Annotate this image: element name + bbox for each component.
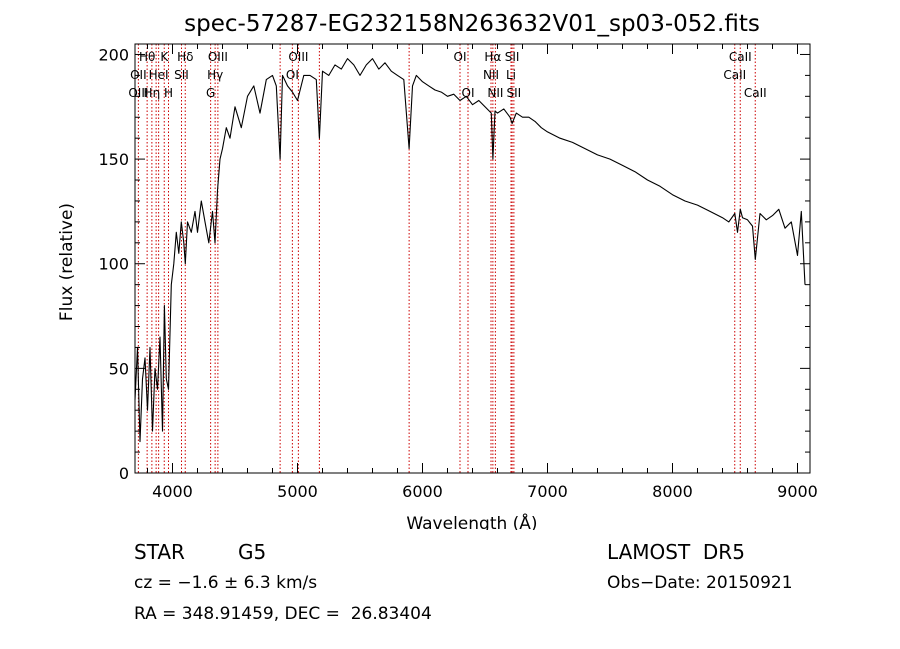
marker-label: H — [164, 86, 173, 100]
marker-label: OI — [462, 86, 475, 100]
marker-label: Hθ — [139, 50, 155, 64]
redshift-velocity: cz = −1.6 ± 6.3 km/s — [134, 573, 318, 593]
marker-label: CaII — [744, 86, 767, 100]
marker-label: G — [206, 86, 215, 100]
marker-label: OIII — [288, 50, 308, 64]
x-tick-label: 6000 — [402, 482, 443, 501]
x-tick-label: 7000 — [527, 482, 568, 501]
x-tick-label: 4000 — [152, 482, 193, 501]
marker-label: Hη — [144, 86, 161, 100]
marker-label: SII — [507, 86, 522, 100]
x-tick-label: 9000 — [777, 482, 818, 501]
spectrum-chart: spec-57287-EG232158N263632V01_sp03-052.f… — [57, 11, 818, 530]
marker-label: SII — [505, 50, 520, 64]
y-tick-label: 100 — [98, 255, 129, 274]
marker-label: NII — [483, 68, 499, 82]
spectrum-line — [134, 58, 806, 443]
chart-title: spec-57287-EG232158N263632V01_sp03-052.f… — [184, 11, 760, 37]
marker-label: SII — [174, 68, 189, 82]
marker-label: OIII — [128, 86, 148, 100]
line-markers — [137, 44, 756, 473]
x-axis-label: Wavelength (Å) — [406, 512, 537, 530]
plot-frame — [134, 43, 811, 474]
coordinates: RA = 348.91459, DEC = 26.83404 — [134, 604, 432, 624]
marker-label: CaII — [729, 50, 752, 64]
spectral-subclass: G5 — [238, 540, 267, 564]
marker-label: Hγ — [207, 68, 223, 82]
marker-label: Hα — [484, 50, 501, 64]
y-axis-label: Flux (relative) — [57, 203, 77, 321]
marker-label: OI — [286, 68, 299, 82]
observation-date: Obs−Date: 20150921 — [607, 573, 793, 593]
x-tick-label: 5000 — [277, 482, 318, 501]
y-tick-label: 0 — [119, 464, 129, 483]
marker-label: HeI — [149, 68, 169, 82]
y-tick-label: 150 — [98, 150, 129, 169]
axis-ticks: 4000 5000 6000 7000 8000 9000 0 50 100 150 200 — [98, 44, 818, 501]
marker-label: NII — [487, 86, 503, 100]
survey-name: LAMOST DR5 — [607, 540, 745, 564]
marker-label: OIII — [208, 50, 228, 64]
x-tick-label: 8000 — [652, 482, 693, 501]
marker-label: K — [160, 50, 169, 64]
object-type: STAR — [134, 540, 185, 564]
marker-label: CaII — [723, 68, 746, 82]
marker-label: OI — [454, 50, 467, 64]
y-tick-label: 200 — [98, 45, 129, 64]
y-tick-label: 50 — [109, 359, 129, 378]
marker-label: Li — [506, 68, 516, 82]
marker-label: Hδ — [177, 50, 193, 64]
